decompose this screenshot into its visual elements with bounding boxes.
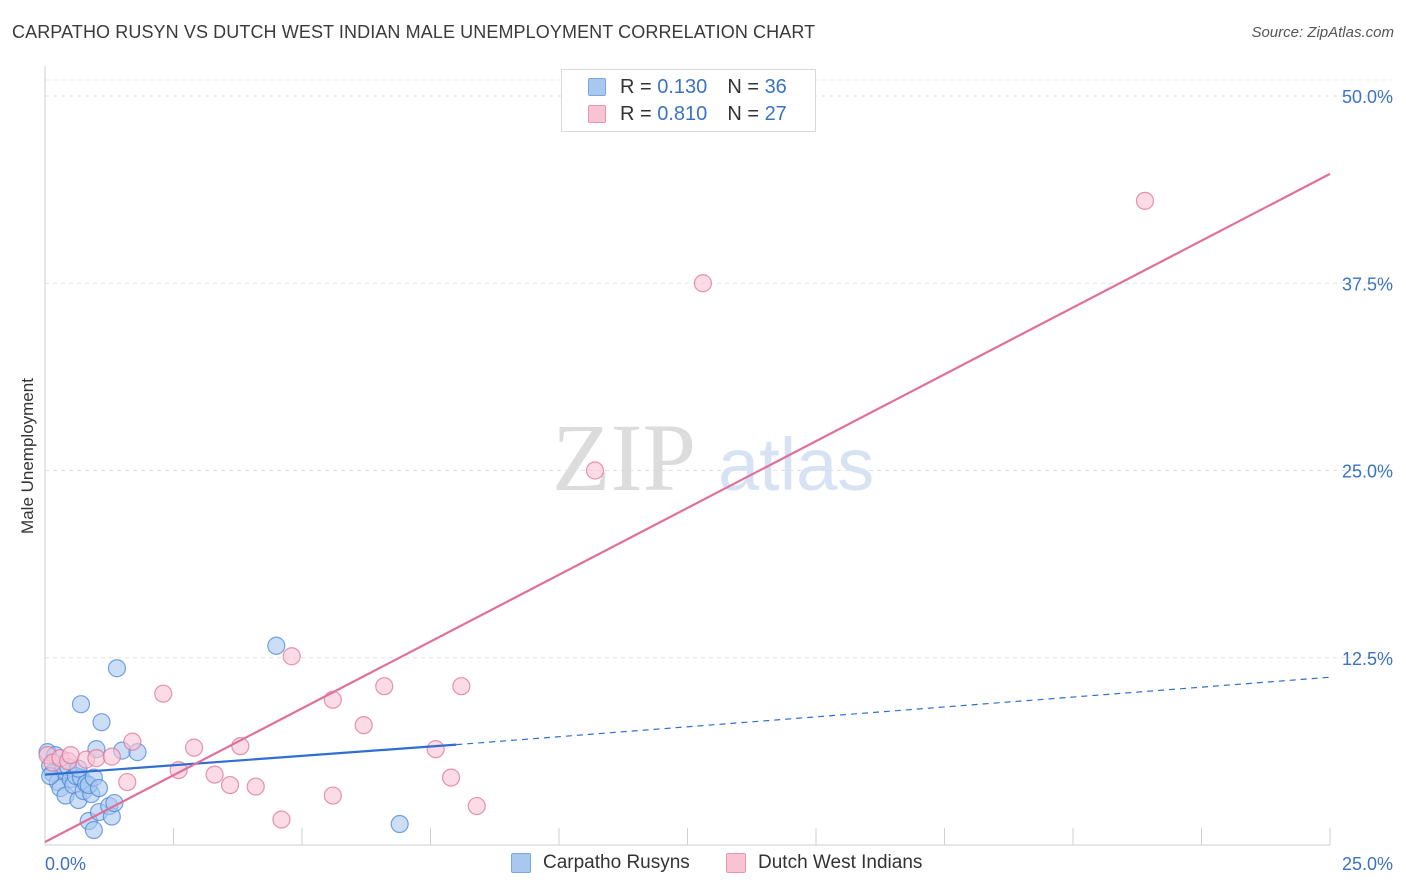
data-point-carpatho-rusyns	[71, 695, 91, 714]
legend-label: Carpatho Rusyns	[543, 852, 690, 873]
data-point-carpatho-rusyns	[390, 814, 409, 834]
legend-swatch	[511, 853, 531, 873]
data-point-carpatho-rusyns	[107, 659, 127, 678]
legend-item-carpatho-rusyns[interactable]: Carpatho Rusyns	[511, 852, 690, 874]
legend-item-dutch-west-indians[interactable]: Dutch West Indians	[726, 852, 922, 874]
data-points	[38, 191, 1155, 840]
data-point-dutch-west-indians	[323, 690, 342, 709]
y-tick-label: 37.5%	[1342, 274, 1393, 294]
data-point-dutch-west-indians	[272, 810, 291, 829]
data-point-dutch-west-indians	[452, 677, 471, 696]
legend-n-label: N =	[727, 75, 759, 98]
legend-row-dutch: R = 0.810 N = 27	[588, 102, 787, 126]
legend-r-value: 0.810	[657, 102, 708, 125]
legend-r-value: 0.130	[657, 75, 708, 98]
data-point-dutch-west-indians	[118, 772, 137, 792]
legend-swatch	[726, 853, 746, 873]
y-tick-label: 50.0%	[1342, 87, 1393, 107]
data-point-dutch-west-indians	[87, 749, 106, 768]
chart-title: CARPATHO RUSYN VS DUTCH WEST INDIAN MALE…	[12, 22, 816, 42]
trend-lines	[44, 172, 1331, 843]
data-point-carpatho-rusyns	[92, 713, 111, 732]
data-point-dutch-west-indians	[354, 716, 373, 735]
data-point-carpatho-rusyns	[267, 636, 286, 655]
watermark-atlas: atlas	[718, 423, 874, 506]
trend-line-carpatho-rusyns	[44, 743, 457, 776]
legend-r-label: R =	[620, 75, 652, 98]
data-point-dutch-west-indians	[323, 786, 342, 805]
watermark: ZIP atlas	[552, 404, 874, 511]
legend-n-value: 36	[764, 75, 787, 98]
source-credit: Source: ZipAtlas.com	[1251, 24, 1394, 41]
x-tick-label: 0.0%	[45, 854, 86, 874]
data-point-dutch-west-indians	[441, 768, 461, 787]
y-tick-label: 25.0%	[1342, 462, 1393, 482]
data-point-dutch-west-indians	[467, 796, 486, 816]
data-point-dutch-west-indians	[426, 740, 445, 759]
grid-layer	[45, 79, 1392, 659]
data-point-dutch-west-indians	[375, 677, 394, 696]
data-point-dutch-west-indians	[184, 738, 204, 757]
data-point-dutch-west-indians	[282, 647, 301, 666]
data-point-dutch-west-indians	[61, 746, 80, 765]
legend-swatch-dutch	[588, 105, 606, 123]
x-tick-label: 25.0%	[1342, 854, 1393, 874]
legend-label: Dutch West Indians	[758, 852, 923, 873]
legend-row-carpatho: R = 0.130 N = 36	[588, 75, 787, 99]
legend-n-value: 27	[764, 102, 787, 125]
watermark-zip: ZIP	[552, 404, 696, 511]
legend-n-label: N =	[727, 102, 759, 125]
data-point-dutch-west-indians	[1135, 191, 1155, 210]
data-point-dutch-west-indians	[693, 274, 713, 293]
trend-line-dutch-west-indians	[44, 172, 1331, 843]
legend-swatch-carpatho	[588, 78, 606, 96]
data-point-dutch-west-indians	[154, 684, 173, 703]
trend-line-dashed-carpatho-rusyns	[456, 676, 1331, 746]
axes	[44, 66, 1331, 846]
correlation-legend: R = 0.130 N = 36 R = 0.810 N = 27	[561, 69, 816, 132]
data-point-dutch-west-indians	[123, 732, 142, 751]
y-tick-label: 12.5%	[1342, 649, 1393, 669]
data-point-dutch-west-indians	[205, 765, 224, 784]
data-point-dutch-west-indians	[585, 461, 605, 480]
data-point-dutch-west-indians	[246, 777, 265, 796]
data-point-carpatho-rusyns	[84, 820, 103, 840]
tick-labels: 12.5% 25.0% 37.5% 50.0% 0.0% 25.0%	[45, 87, 1393, 874]
data-point-carpatho-rusyns	[89, 778, 109, 798]
data-point-dutch-west-indians	[220, 775, 240, 795]
legend-r-label: R =	[620, 102, 652, 125]
data-point-dutch-west-indians	[102, 747, 121, 766]
